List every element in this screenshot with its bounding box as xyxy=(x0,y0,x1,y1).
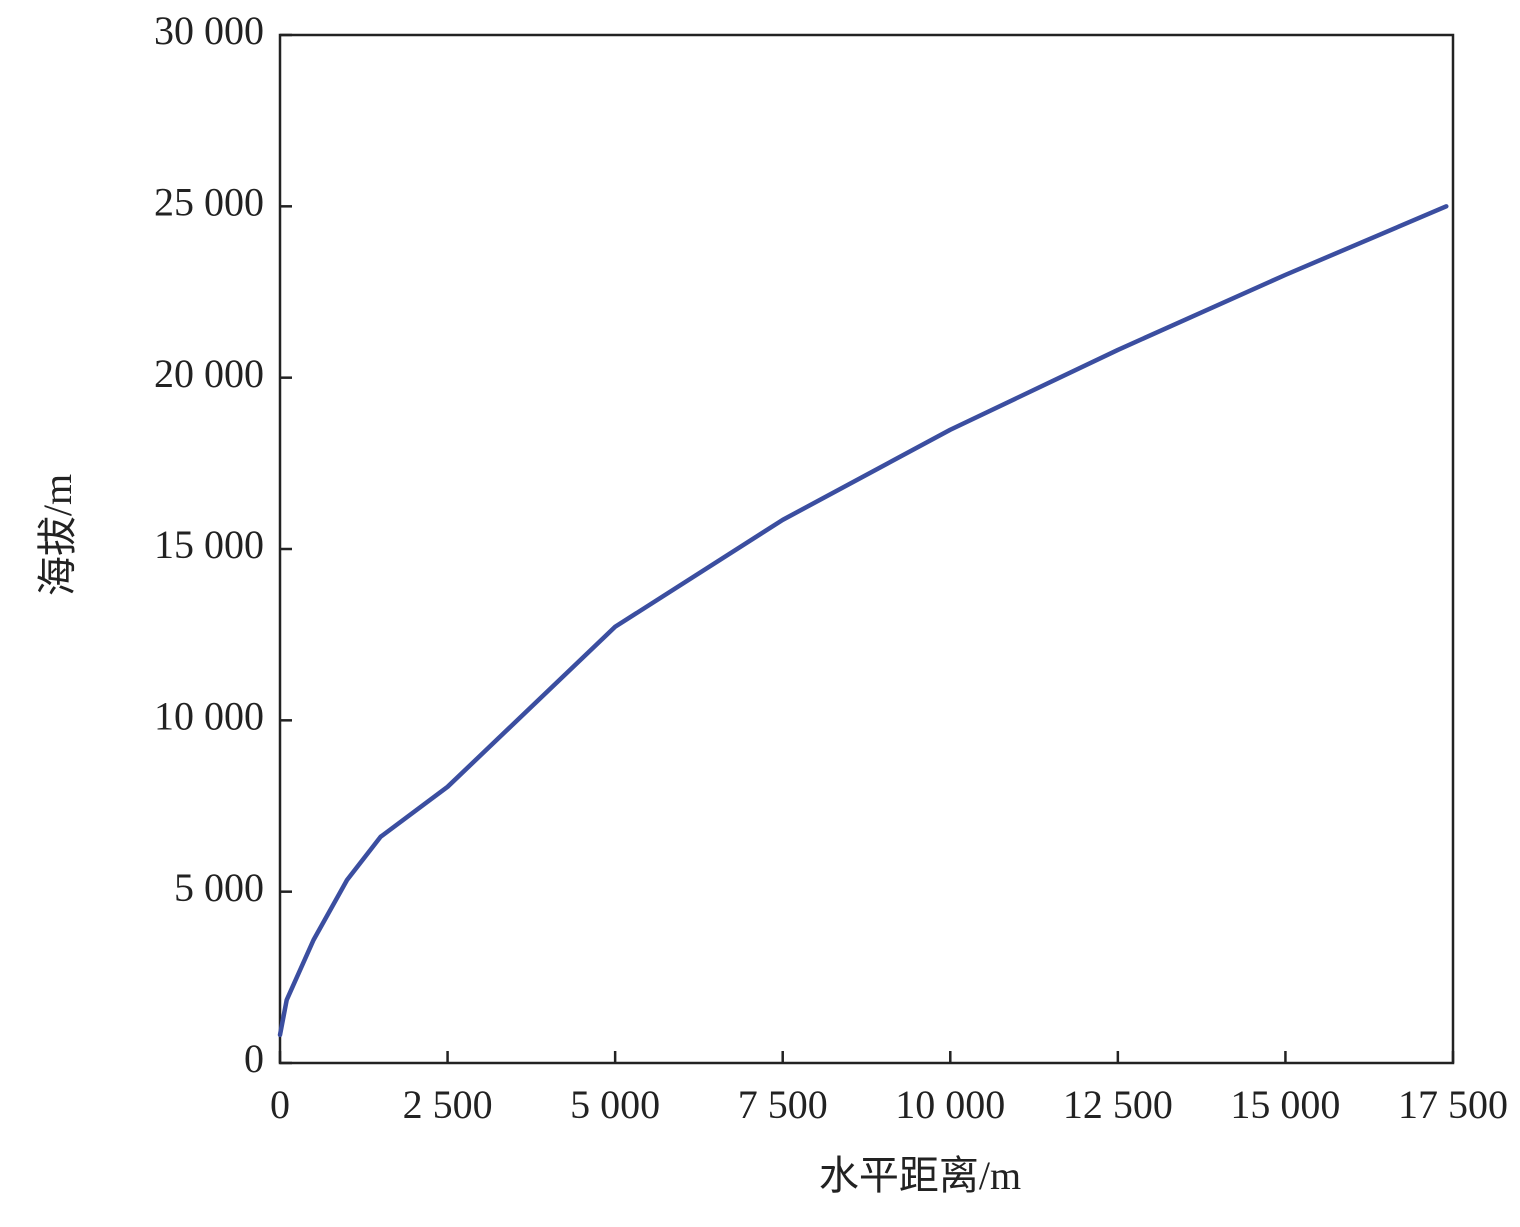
x-tick-label: 2 500 xyxy=(403,1082,493,1127)
x-tick-label: 17 500 xyxy=(1398,1082,1508,1127)
y-tick-label: 30 000 xyxy=(154,8,264,53)
y-tick-label: 15 000 xyxy=(154,522,264,567)
x-tick-label: 15 000 xyxy=(1230,1082,1340,1127)
y-tick-label: 10 000 xyxy=(154,694,264,739)
y-tick-label: 20 000 xyxy=(154,351,264,396)
x-tick-label: 5 000 xyxy=(570,1082,660,1127)
x-axis-title: 水平距离/m xyxy=(819,1153,1021,1198)
y-tick-label: 0 xyxy=(244,1036,264,1081)
data-line xyxy=(277,204,1449,1038)
y-tick-label: 25 000 xyxy=(154,180,264,225)
y-tick-label: 5 000 xyxy=(174,865,264,910)
x-tick-label: 12 500 xyxy=(1063,1082,1173,1127)
x-tick-label: 0 xyxy=(270,1082,290,1127)
y-axis-title: 海拔/m xyxy=(35,474,80,596)
x-tick-label: 7 500 xyxy=(738,1082,828,1127)
plot-frame xyxy=(278,33,1455,1065)
x-tick-label: 10 000 xyxy=(895,1082,1005,1127)
